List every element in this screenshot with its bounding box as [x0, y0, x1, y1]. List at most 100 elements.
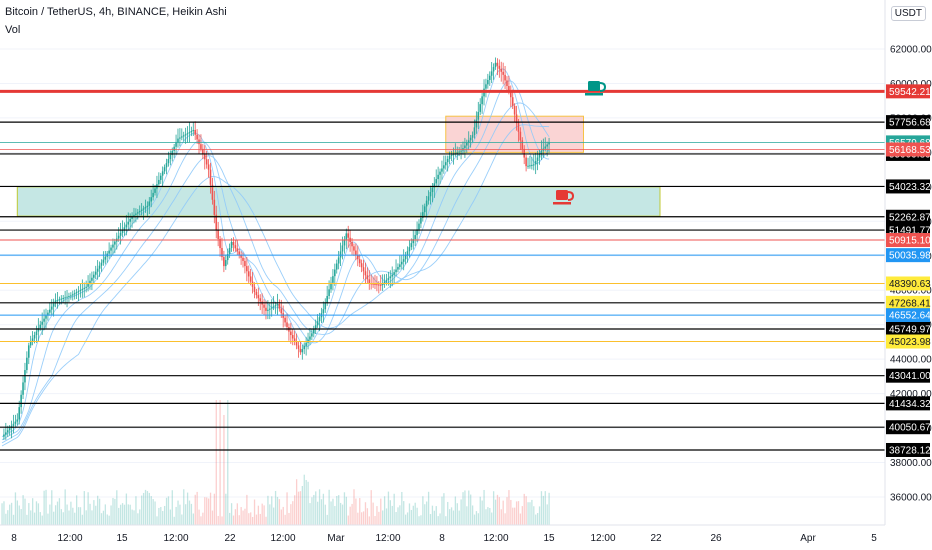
price-level-label: 54023.32: [889, 182, 931, 193]
candle-body: [383, 281, 386, 284]
price-level-label: 41434.32: [889, 399, 931, 410]
candle-body: [368, 279, 371, 284]
candle-body: [52, 303, 55, 307]
volume-bar: [353, 489, 355, 525]
volume-bar: [79, 507, 82, 525]
volume-bar: [177, 500, 179, 525]
volume-bar: [53, 511, 55, 525]
candle-body: [487, 80, 489, 85]
volume-bar: [376, 506, 378, 525]
candle-body: [152, 192, 154, 198]
candle-body: [393, 272, 395, 275]
volume-bar: [326, 514, 328, 525]
candle-body: [435, 179, 438, 184]
volume-bar: [349, 506, 351, 525]
candle-body: [246, 266, 248, 272]
volume-bar: [24, 498, 26, 525]
volume-bar: [309, 503, 311, 525]
candle-body: [213, 199, 216, 215]
candle-body: [190, 131, 193, 133]
volume-bar: [416, 507, 418, 525]
volume-bar: [284, 514, 286, 525]
volume-bar: [492, 491, 495, 525]
volume-bar: [186, 492, 189, 525]
candle-body: [181, 136, 183, 138]
volume-bar: [244, 508, 246, 525]
candle-body: [68, 296, 70, 298]
volume-bar: [227, 400, 229, 525]
candle-body: [179, 137, 181, 139]
currency-selector[interactable]: USDT: [890, 6, 926, 21]
price-level-label: 38728.12: [889, 445, 931, 456]
volume-bar: [435, 506, 437, 525]
volume-bar: [54, 505, 57, 525]
volume-bar: [104, 504, 106, 525]
candle-body: [492, 67, 495, 72]
volume-bar: [229, 512, 231, 525]
candle-body: [138, 210, 141, 213]
candle-body: [33, 335, 36, 339]
candle-body: [140, 209, 143, 211]
volume-bar: [221, 516, 223, 525]
candle-body: [378, 284, 380, 286]
candle-body: [203, 154, 206, 160]
volume-indicator-label[interactable]: Vol: [5, 24, 21, 36]
volume-bar: [121, 503, 124, 525]
volume-bar: [439, 513, 441, 525]
volume-bar: [66, 504, 68, 525]
volume-bar: [334, 506, 336, 525]
volume-bar: [185, 504, 187, 525]
volume-bar: [72, 507, 74, 525]
volume-bar: [45, 489, 47, 525]
volume-bar: [274, 490, 277, 525]
candle-body: [450, 154, 453, 156]
cup-saucer: [585, 93, 603, 96]
candle-body: [479, 104, 481, 112]
price-level-label: 51491.77: [889, 226, 931, 237]
volume-bar: [374, 516, 376, 525]
volume-bar: [12, 514, 15, 525]
volume-bar: [475, 511, 478, 525]
volume-bar: [295, 479, 298, 525]
volume-bar: [28, 503, 30, 525]
volume-bar: [498, 497, 501, 525]
volume-bar: [219, 400, 221, 525]
volume-bar: [332, 498, 334, 525]
candle-body: [523, 148, 525, 158]
candle-body: [448, 155, 451, 159]
volume-bar: [37, 503, 40, 525]
volume-bar: [150, 496, 152, 525]
candle-body: [496, 62, 499, 66]
candle-body: [395, 269, 397, 273]
candle-body: [58, 299, 61, 301]
volume-bar: [179, 504, 181, 525]
volume-bar: [491, 512, 493, 525]
volume-bar: [473, 514, 476, 525]
volume-bar: [506, 497, 508, 525]
time-tick-label: 15: [543, 533, 555, 544]
candle-body: [39, 324, 42, 329]
candle-body: [43, 318, 45, 322]
candle-body: [217, 229, 219, 239]
volume-bar: [114, 498, 116, 525]
candle-body: [364, 271, 367, 276]
time-tick-label: 22: [224, 533, 236, 544]
volume-bar: [292, 501, 294, 525]
candle-body: [91, 277, 93, 281]
volume-bar: [207, 498, 210, 525]
candle-body: [129, 218, 131, 222]
volume-bar: [165, 497, 168, 525]
candle-body: [414, 235, 416, 240]
volume-bar: [255, 514, 258, 525]
price-tick-label: 62000.00: [890, 45, 932, 56]
volume-bar: [56, 501, 59, 525]
candle-body: [16, 419, 19, 422]
candle-body: [286, 322, 288, 327]
volume-bar: [368, 516, 370, 525]
candle-body: [165, 163, 168, 168]
volume-bar: [41, 515, 43, 525]
price-level-label: 43041.00: [889, 371, 931, 382]
volume-bar: [22, 495, 24, 525]
volume-bar: [142, 492, 145, 525]
